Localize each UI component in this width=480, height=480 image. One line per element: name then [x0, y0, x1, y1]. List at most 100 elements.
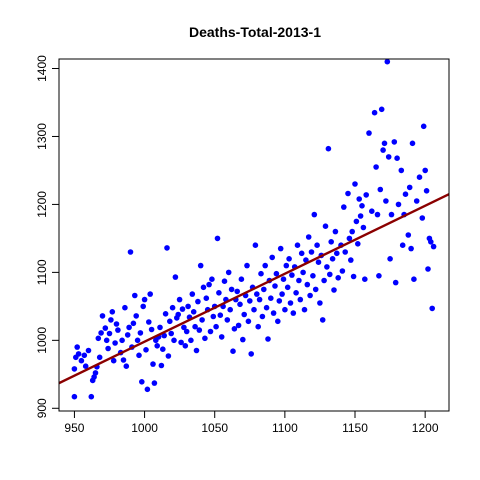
- data-point: [150, 361, 156, 367]
- data-point: [105, 346, 111, 352]
- data-point: [241, 312, 247, 318]
- data-point: [421, 124, 427, 130]
- data-point: [403, 191, 409, 197]
- data-point: [288, 300, 294, 306]
- data-point: [190, 291, 196, 297]
- data-point: [285, 285, 291, 291]
- data-point: [225, 317, 231, 323]
- data-point: [175, 312, 181, 318]
- data-point: [312, 212, 318, 218]
- data-point: [132, 293, 138, 299]
- data-point: [400, 242, 406, 248]
- data-point: [302, 307, 308, 313]
- data-point: [234, 289, 240, 295]
- data-point: [126, 325, 132, 331]
- data-point: [257, 297, 263, 303]
- data-point: [191, 309, 197, 315]
- data-point: [362, 276, 368, 282]
- data-point: [125, 332, 131, 338]
- data-point: [219, 334, 225, 340]
- data-point: [154, 343, 160, 349]
- data-point: [399, 168, 405, 174]
- data-point: [206, 282, 212, 288]
- data-point: [114, 321, 120, 327]
- data-point: [184, 329, 190, 335]
- data-point: [119, 338, 125, 344]
- data-point: [279, 291, 285, 297]
- data-point: [277, 298, 283, 304]
- data-point: [115, 327, 121, 333]
- data-point: [358, 213, 364, 219]
- data-point: [136, 353, 142, 359]
- data-point: [420, 215, 426, 221]
- data-point: [286, 256, 292, 262]
- data-point: [383, 198, 389, 204]
- x-tick-label: 1100: [272, 421, 298, 435]
- data-point: [348, 257, 354, 263]
- data-point: [260, 314, 266, 320]
- data-point: [82, 353, 88, 359]
- data-point: [236, 323, 242, 329]
- y-tick-label: 1000: [35, 327, 49, 354]
- data-point: [272, 283, 278, 289]
- data-point: [199, 317, 205, 323]
- data-point: [167, 319, 173, 325]
- x-tick-label: 1200: [412, 421, 439, 435]
- data-point: [110, 309, 116, 315]
- data-point: [349, 229, 355, 235]
- data-point: [406, 232, 412, 238]
- data-point: [330, 256, 336, 262]
- data-point: [429, 306, 435, 312]
- data-point: [333, 229, 339, 235]
- data-point: [307, 293, 313, 299]
- data-point: [361, 225, 367, 231]
- data-point: [324, 264, 330, 270]
- data-point: [218, 312, 224, 318]
- data-point: [417, 174, 423, 180]
- data-point: [215, 236, 221, 242]
- y-tick-label: 1300: [35, 123, 49, 150]
- data-point: [327, 272, 333, 278]
- data-point: [321, 278, 327, 284]
- data-point: [428, 239, 434, 245]
- data-point: [261, 287, 267, 293]
- data-point: [139, 379, 145, 385]
- data-point: [281, 276, 287, 282]
- data-point: [382, 141, 388, 147]
- data-point: [355, 241, 361, 247]
- data-point: [194, 348, 200, 354]
- data-point: [246, 319, 252, 325]
- data-point: [255, 324, 261, 330]
- x-axis: 950 1000 1050 1100 1150 1200: [64, 411, 438, 435]
- data-point: [201, 285, 207, 291]
- data-point: [269, 255, 275, 261]
- data-point: [414, 198, 420, 204]
- data-point: [244, 263, 250, 269]
- data-point: [213, 324, 219, 330]
- data-point: [254, 291, 260, 297]
- data-point: [93, 370, 99, 376]
- data-point: [291, 310, 297, 316]
- data-point: [352, 181, 358, 187]
- data-point: [376, 273, 382, 279]
- data-point: [385, 59, 391, 65]
- data-point: [375, 212, 381, 218]
- chart-title: Deaths-Total-2013-1: [189, 24, 321, 40]
- data-point: [293, 290, 299, 296]
- data-point: [142, 297, 148, 303]
- data-point: [72, 366, 78, 372]
- data-point: [422, 168, 428, 174]
- x-tick-label: 1050: [201, 421, 228, 435]
- data-point: [284, 263, 290, 269]
- data-point: [222, 278, 228, 284]
- data-point: [72, 394, 78, 400]
- data-point: [310, 273, 316, 279]
- data-point: [149, 327, 155, 333]
- data-point: [331, 287, 337, 293]
- data-point: [112, 340, 118, 346]
- data-point: [216, 290, 222, 296]
- data-point: [411, 276, 417, 282]
- points-layer: [72, 59, 437, 400]
- data-point: [275, 319, 281, 325]
- data-point: [104, 338, 110, 344]
